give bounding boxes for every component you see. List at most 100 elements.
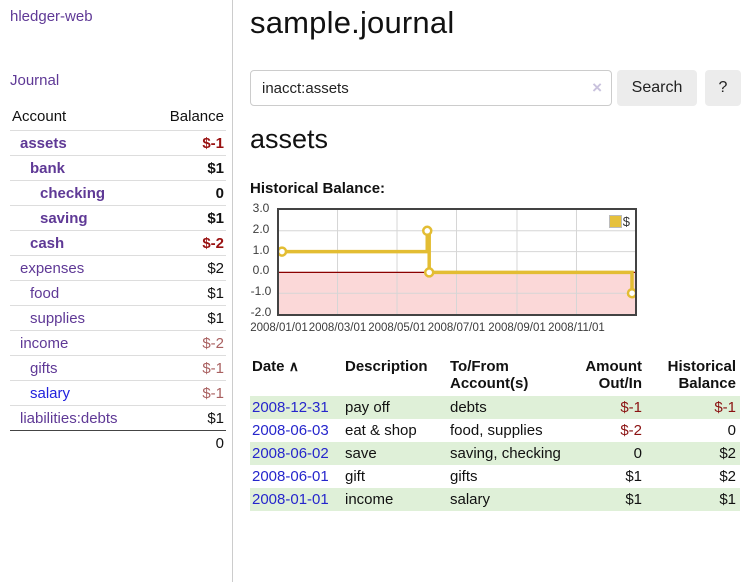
transaction-date-cell: 2008-06-03 (250, 422, 345, 439)
column-header-description: Description (345, 358, 428, 375)
transaction-description: pay off (345, 399, 390, 416)
search-box: × (250, 70, 612, 106)
sidebar-account-balance: $1 (207, 209, 224, 227)
sidebar-account-row: saving $1 (10, 205, 226, 230)
x-axis-tick-label: 2008/05/01 (368, 322, 426, 334)
y-axis-tick-label: 1.0 (252, 242, 270, 257)
sidebar-account-link[interactable]: supplies (30, 309, 86, 327)
sidebar-account-balance: $-1 (202, 134, 224, 152)
sidebar-account-row: gifts $-1 (10, 355, 226, 380)
column-header-amount: Amount Out/In (585, 358, 642, 392)
sidebar-item-journal[interactable]: Journal (10, 72, 60, 89)
legend-label: $ (622, 214, 630, 229)
transaction-date-cell: 2008-06-01 (250, 468, 345, 485)
sidebar-account-link[interactable]: expenses (20, 259, 85, 277)
sidebar-account-link[interactable]: checking (40, 184, 106, 202)
transaction-amount: $1 (625, 491, 642, 508)
transaction-description: gift (345, 468, 366, 485)
transaction-date-link[interactable]: 2008-06-02 (252, 445, 329, 462)
account-column-header: Account (12, 108, 67, 125)
column-header-balance: Historical Balance (667, 358, 736, 392)
sort-asc-icon: ∧ (288, 358, 299, 374)
main-content: sample.journal × Search ? assets Histori… (250, 0, 742, 582)
transaction-accounts: debts (450, 399, 487, 416)
sidebar: hledger-web Journal Account Balance asse… (0, 0, 233, 582)
sidebar-account-link[interactable]: gifts (30, 359, 58, 377)
y-axis-tick-label: -1.0 (250, 284, 272, 299)
transaction-date-link[interactable]: 2008-12-31 (252, 399, 329, 416)
transaction-row: 2008-01-01 income salary $1 $1 (250, 488, 740, 511)
sidebar-account-row: liabilities:debts $1 (10, 405, 226, 430)
x-axis-tick-label: 2008/01/01 (250, 322, 308, 334)
transaction-row: 2008-06-01 gift gifts $1 $2 (250, 465, 740, 488)
sidebar-account-link[interactable]: salary (30, 384, 71, 402)
search-bar: × Search ? (250, 70, 742, 106)
sidebar-account-balance: $-1 (202, 384, 224, 402)
sidebar-account-link[interactable]: saving (40, 209, 88, 227)
y-axis-tick-label: 2.0 (252, 221, 270, 236)
historical-balance-chart: $ 3.0 2.0 1.0 0.0 -1.0 -2.0 2008/01/01 2008/03/… (250, 201, 742, 344)
sidebar-account-balance: $2 (207, 259, 224, 277)
sidebar-account-link[interactable]: cash (30, 234, 65, 252)
column-header-accounts: To/From Account(s) (450, 358, 529, 392)
sidebar-account-link[interactable]: food (30, 284, 60, 302)
transaction-description: save (345, 445, 377, 462)
clear-search-icon[interactable]: × (592, 78, 602, 97)
sidebar-account-link[interactable]: income (20, 334, 69, 352)
sidebar-accounts-body: assets $-1 bank $1 checking 0 saving $1 cash $-2 e… (10, 130, 226, 430)
transaction-date-cell: 2008-01-01 (250, 491, 345, 508)
chart-canvas (279, 210, 635, 314)
transaction-accounts: salary (450, 491, 491, 508)
sidebar-account-row: income $-2 (10, 330, 226, 355)
transaction-balance: $1 (719, 491, 736, 508)
column-header-date[interactable]: Date ∧ (252, 358, 299, 375)
sidebar-account-link[interactable]: assets (20, 134, 67, 152)
sidebar-account-balance: 0 (215, 184, 224, 202)
sidebar-account-row: bank $1 (10, 155, 226, 180)
transaction-accounts: saving, checking (450, 445, 561, 462)
register-table: Date ∧ Description To/From Account(s) Am… (250, 358, 740, 511)
transaction-balance: $-1 (714, 399, 736, 416)
transaction-date-link[interactable]: 2008-01-01 (252, 491, 329, 508)
sidebar-account-balance: $1 (207, 309, 224, 327)
transaction-date-cell: 2008-12-31 (250, 399, 345, 416)
transaction-balance: $2 (719, 468, 736, 485)
chart-legend: $ (608, 214, 630, 229)
register-header-row: Date ∧ Description To/From Account(s) Am… (250, 358, 740, 396)
sidebar-account-row: checking 0 (10, 180, 226, 205)
sidebar-account-balance: $1 (207, 409, 224, 427)
sidebar-account-balance: $-1 (202, 359, 224, 377)
chart-plot-area: $ (277, 208, 637, 316)
sidebar-account-row: expenses $2 (10, 255, 226, 280)
register-body: 2008-12-31 pay off debts $-1 $-1 2008-06-03 ea… (250, 396, 740, 511)
account-table-header: Account Balance (10, 105, 226, 130)
transaction-balance: 0 (727, 422, 736, 439)
transaction-row: 2008-12-31 pay off debts $-1 $-1 (250, 396, 740, 419)
x-axis-tick-label: 2008/11/01 (548, 322, 605, 334)
transaction-amount: 0 (633, 445, 642, 462)
sidebar-account-balance: $1 (207, 159, 224, 177)
balance-column-header: Balance (169, 108, 224, 125)
help-button[interactable]: ? (705, 70, 741, 106)
transaction-row: 2008-06-02 save saving, checking 0 $2 (250, 442, 740, 465)
sidebar-account-row: cash $-2 (10, 230, 226, 255)
transaction-date-link[interactable]: 2008-06-03 (252, 422, 329, 439)
x-axis-tick-label: 2008/07/01 (427, 322, 486, 334)
page-title: sample.journal (250, 5, 455, 40)
transaction-amount: $1 (625, 468, 642, 485)
transaction-date-link[interactable]: 2008-06-01 (252, 468, 329, 485)
y-axis-tick-label: 0.0 (252, 263, 270, 278)
sidebar-total-row: 0 (10, 430, 226, 455)
transaction-description: income (345, 491, 394, 508)
account-balance-table: Account Balance assets $-1 bank $1 checking 0… (10, 105, 226, 455)
transaction-row: 2008-06-03 eat & shop food, supplies $-2 0 (250, 419, 740, 442)
y-axis-tick-label: -2.0 (250, 305, 272, 319)
sidebar-account-link[interactable]: liabilities:debts (20, 409, 118, 427)
search-input[interactable] (251, 71, 611, 105)
transaction-amount: $-1 (620, 399, 642, 416)
brand-link[interactable]: hledger-web (10, 8, 93, 25)
sidebar-account-link[interactable]: bank (30, 159, 66, 177)
search-button[interactable]: Search (617, 70, 697, 106)
chart-title: Historical Balance: (250, 180, 386, 197)
transaction-accounts: food, supplies (450, 422, 543, 439)
